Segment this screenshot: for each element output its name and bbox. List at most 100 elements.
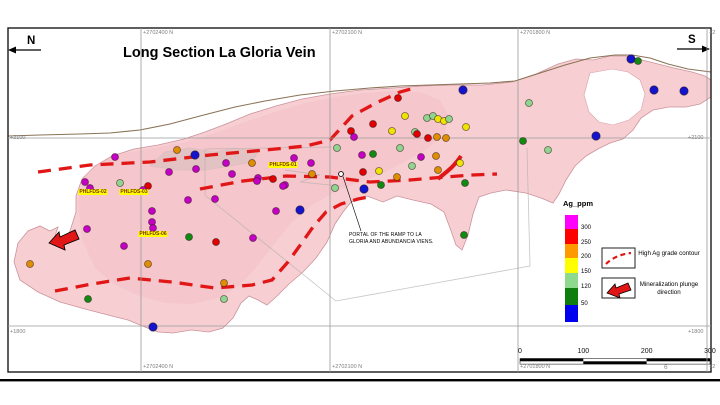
drill-pierce-point (369, 150, 377, 158)
drill-pierce-point (190, 150, 200, 160)
drill-pierce-point (295, 205, 305, 215)
drill-pierce-point (173, 146, 181, 154)
drill-pierce-point (111, 153, 119, 161)
legend-colorbar-segment (565, 258, 578, 273)
drill-pierce-point (679, 86, 689, 96)
drill-pierce-point (333, 144, 341, 152)
grid-label-top: +2701800 N (520, 30, 551, 36)
grid-label-bottom: +2702400 N (143, 364, 174, 370)
legend-plunge-sample (601, 277, 636, 299)
portal-annotation: PORTAL OF THE RAMP TO LA GLORIA AND ABUN… (349, 232, 434, 246)
drill-pierce-point (462, 123, 470, 131)
drill-pierce-point (394, 94, 402, 102)
drill-pierce-point (358, 151, 366, 159)
drillhole-label: PHLFDS-02 (78, 189, 108, 195)
south-label: S (688, 34, 696, 46)
drill-pierce-point (165, 168, 173, 176)
scalebar-tick-label: 100 (577, 348, 590, 355)
legend-colorbar-segment (565, 215, 578, 229)
drill-pierce-point (222, 159, 230, 167)
drill-pierce-point (120, 242, 128, 250)
legend-scale-value: 120 (581, 284, 592, 290)
scalebar-tick-label: 300 (704, 348, 716, 355)
drill-pierce-point (375, 167, 383, 175)
legend-scale-value: 150 (581, 269, 592, 275)
contour-middle (199, 172, 498, 191)
drill-pierce-point (519, 137, 527, 145)
drill-pierce-point (269, 175, 277, 183)
legend-scale-value: 300 (581, 225, 592, 231)
legend-item-plunge-label: Mineralization plunge direction (639, 281, 699, 297)
scalebar-tick-label: 0 (518, 348, 522, 355)
drill-pierce-point (144, 260, 152, 268)
grid-label-top: +2702100 N (332, 30, 363, 36)
drill-pierce-point (432, 152, 440, 160)
drill-pierce-point (211, 195, 219, 203)
contour-upper (37, 85, 419, 174)
drill-pierce-point (460, 231, 468, 239)
drill-pierce-point (401, 112, 409, 120)
map-border (7, 27, 712, 373)
legend-colorbar-segment (565, 273, 578, 288)
drill-pierce-point (461, 179, 469, 187)
scalebar-tick-label: 200 (640, 348, 653, 355)
drill-pierce-point (442, 134, 450, 142)
elevation-label-right: +1800 (688, 329, 704, 335)
portal-marker (338, 171, 344, 177)
drill-pierce-point (212, 238, 220, 246)
drill-pierce-point (83, 225, 91, 233)
drill-pierce-point (308, 170, 316, 178)
drill-pierce-point (248, 159, 256, 167)
drill-pierce-point (649, 85, 659, 95)
grid-label-bottom: +2702100 N (332, 364, 363, 370)
drill-pierce-point (84, 295, 92, 303)
legend-colorbar-segment (565, 288, 578, 305)
grid-label-top: +2 (709, 30, 716, 36)
drill-pierce-point (634, 57, 642, 65)
elevation-label-right: +2100 (688, 135, 704, 141)
drillhole-label: PHLFDS-06 (138, 231, 168, 237)
drill-pierce-point (417, 153, 425, 161)
legend-scale-value: 200 (581, 254, 592, 260)
drill-pierce-point (279, 182, 287, 190)
drill-pierce-point (253, 177, 261, 185)
bottom-rule (0, 379, 720, 382)
elevation-label-left: +1800 (10, 329, 26, 335)
legend-contour-sample (601, 247, 636, 269)
drill-pierce-point (184, 196, 192, 204)
contour-lower (54, 194, 374, 293)
drill-pierce-point (456, 159, 464, 167)
drill-pierce-point (26, 260, 34, 268)
drill-pierce-point (377, 181, 385, 189)
drill-pierce-point (290, 154, 298, 162)
legend-colorbar-segment (565, 229, 578, 244)
drill-pierce-point (433, 133, 441, 141)
grid-label-top: +2702400 N (143, 30, 174, 36)
portal-leader-line (342, 176, 362, 232)
drill-pierce-point (307, 159, 315, 167)
drill-pierce-point (220, 295, 228, 303)
drill-pierce-point (81, 178, 89, 186)
grid-label-bottom: +2701800 N (520, 364, 551, 370)
drill-pierce-point (544, 146, 552, 154)
drill-pierce-point (331, 184, 339, 192)
drill-pierce-point (116, 179, 124, 187)
legend-scale-value: 250 (581, 240, 592, 246)
legend-title: Ag_ppm (563, 199, 593, 208)
drill-pierce-point (148, 322, 158, 332)
drill-pierce-point (249, 234, 257, 242)
elevation-label-left: +2100 (10, 135, 26, 141)
drill-pierce-point (413, 130, 421, 138)
legend-colorbar-segment (565, 244, 578, 258)
drill-pierce-point (272, 207, 280, 215)
figure-title: Long Section La Gloria Vein (123, 45, 316, 61)
north-arrow-icon (8, 46, 41, 54)
stray-figure-number: 6 (664, 364, 668, 371)
scale-bar (519, 358, 711, 365)
drill-pierce-point (393, 173, 401, 181)
drill-pierce-point (458, 85, 468, 95)
south-arrow-icon (677, 45, 710, 53)
vein-inner-zone (78, 91, 448, 304)
grid-label-bottom: +2 (709, 364, 716, 370)
